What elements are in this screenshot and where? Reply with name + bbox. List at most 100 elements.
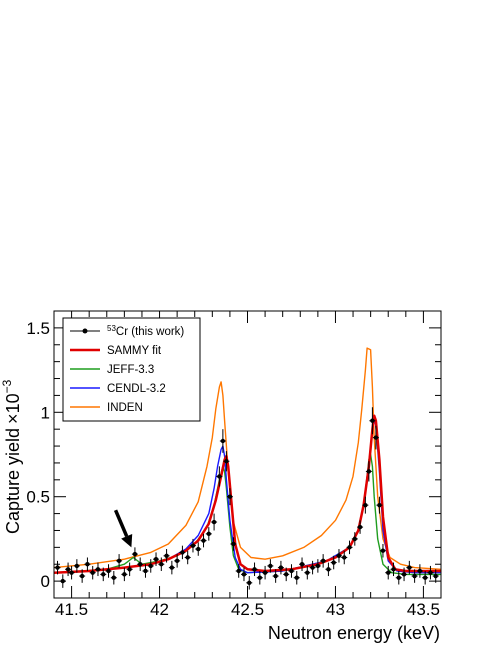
data-point [122, 572, 127, 577]
data-point [196, 546, 201, 552]
data-point [74, 563, 80, 569]
x-tick-label: 43.5 [407, 600, 440, 619]
data-point [201, 538, 206, 543]
data-point [352, 536, 358, 542]
data-point [55, 565, 60, 570]
data-point [169, 565, 175, 570]
x-tick-label: 42.5 [231, 600, 264, 619]
data-point [284, 572, 289, 577]
data-point [428, 570, 433, 575]
legend-entry-sammy: SAMMY fit [70, 345, 162, 357]
legend-label-data: 53Cr (this work) [107, 324, 184, 338]
legend-entry-data: 53Cr (this work) [70, 324, 184, 338]
data-point [294, 575, 299, 580]
y-axis-title: Capture yield ×10−3 [0, 379, 23, 534]
data-point [315, 563, 321, 569]
x-tick-label: 43 [326, 600, 345, 619]
arrow-head-0 [121, 533, 133, 548]
data-point [185, 555, 190, 560]
legend-label-jeff: JEFF-3.3 [107, 364, 154, 376]
data-point [320, 558, 326, 564]
data-point [407, 565, 412, 570]
data-point [268, 563, 273, 569]
y-tick-label: 0 [41, 572, 50, 591]
data-point [273, 573, 278, 579]
data-points-layer [54, 407, 439, 590]
data-point [391, 567, 396, 572]
legend-label-cendl: CENDL-3.2 [107, 383, 166, 395]
data-point [148, 563, 153, 569]
data-point [377, 502, 382, 508]
y-tick-label: 0.5 [26, 488, 50, 507]
data-point [190, 543, 196, 548]
data-point [370, 418, 375, 423]
data-point [331, 560, 336, 565]
x-tick-label: 42 [150, 600, 169, 619]
legend-entry-inden: INDEN [70, 402, 143, 414]
legend-marker-data [82, 328, 88, 334]
data-point [220, 438, 226, 444]
data-point [326, 567, 331, 572]
data-point [347, 545, 352, 550]
data-point [211, 519, 217, 525]
data-point [278, 565, 284, 570]
data-point [310, 565, 315, 570]
data-point [224, 459, 229, 464]
data-point [227, 494, 233, 499]
data-point [159, 562, 164, 567]
data-point [417, 568, 423, 574]
data-point [236, 568, 241, 574]
legend-entry-jeff: JEFF-3.3 [70, 364, 154, 376]
y-tick-label: 1 [41, 403, 50, 422]
data-point [164, 553, 169, 558]
data-point [174, 558, 180, 564]
data-point [106, 568, 111, 574]
data-point [422, 575, 428, 580]
data-point [132, 551, 138, 557]
data-point [380, 548, 386, 553]
data-point [137, 562, 143, 567]
data-point [342, 555, 347, 560]
data-point [366, 469, 372, 474]
legend-label-data-rest: Cr (this work) [116, 326, 185, 338]
legend: 53Cr (this work) SAMMY fit JEFF-3.3 CEND… [62, 317, 201, 422]
data-point [396, 575, 401, 580]
data-point [386, 570, 391, 575]
data-point [90, 570, 95, 575]
axes: 41.5 42 42.5 43 43.5 0 0.5 1 1.5 [26, 310, 442, 619]
data-point [65, 567, 71, 572]
legend-entry-cendl: CENDL-3.2 [70, 383, 166, 395]
data-point [79, 573, 85, 579]
data-point [289, 568, 294, 574]
data-point [101, 572, 106, 577]
data-point [363, 502, 368, 508]
annotation-layer [113, 509, 133, 548]
data-point [336, 553, 342, 558]
data-point [153, 556, 159, 562]
data-point [357, 524, 363, 530]
data-point [252, 567, 257, 572]
data-point [401, 572, 407, 577]
data-point [143, 568, 148, 574]
data-point [247, 580, 252, 586]
y-tick-label: 1.5 [26, 319, 50, 338]
legend-label-sammy: SAMMY fit [107, 345, 162, 357]
legend-label-data-mass: 53 [107, 324, 116, 333]
data-point [116, 558, 122, 564]
data-point [373, 435, 379, 440]
data-point [127, 567, 132, 572]
y-axis-scale-exp: −3 [0, 379, 14, 393]
data-point [111, 575, 117, 580]
data-point [299, 562, 305, 567]
data-point [241, 572, 247, 577]
data-point [95, 567, 101, 572]
y-axis-scale: ×10 [3, 393, 23, 424]
data-point [85, 562, 90, 567]
x-axis-title: Neutron energy (keV) [268, 623, 440, 643]
data-point [180, 550, 185, 555]
data-point [231, 541, 236, 547]
series-line-4 [54, 347, 441, 570]
y-axis-title-text: Capture yield [3, 428, 23, 534]
legend-label-inden: INDEN [107, 402, 143, 414]
